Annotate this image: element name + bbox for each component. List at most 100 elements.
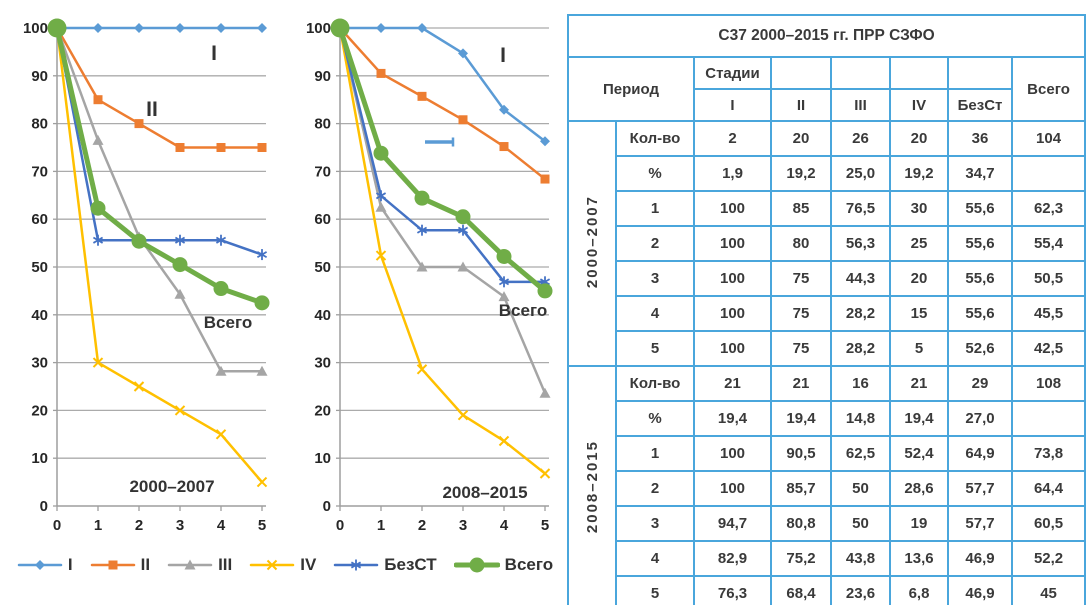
axes: 0 1 2 3 4 5 [336,24,549,534]
header-stage-II: II [770,88,832,122]
value-cell: 100 [693,330,772,367]
value-cell: 2 [693,120,772,157]
table-row: 4 100 75 28,2 15 55,6 45,5 [568,295,1087,332]
table-row: 4 82,9 75,2 43,8 13,6 46,9 52,2 [568,540,1087,577]
x-tick-label: 5 [258,517,266,534]
triangle-marker-icon [498,291,510,302]
triangle-marker-icon [184,559,196,570]
chart-annotation: 2008–2015 [442,483,527,502]
series-line-II [55,26,264,149]
x-marker-icon [375,250,387,261]
value-cell: 1,9 [693,155,772,192]
row-label-cell: 3 [615,260,695,297]
y-tick-label: 50 [314,259,331,276]
chart-annotation: II [146,98,158,121]
square-marker-icon [175,143,185,152]
value-cell: 80,8 [770,505,832,542]
header-empty-cell [770,56,832,90]
row-label-cell: 5 [615,330,695,367]
asterisk-marker-icon [256,249,268,261]
square-marker-icon [376,68,386,78]
legend-swatch [453,557,500,573]
triangle-marker-icon [215,365,227,376]
value-cell: 5 [889,330,949,367]
triangle-marker-icon [174,288,186,299]
series-line-I [338,26,547,143]
y-tick-label: 40 [31,307,48,324]
x-tick-label: 3 [459,517,467,534]
header-period: Период [567,56,695,122]
value-cell: 100 [693,190,772,227]
diamond-marker-icon [216,23,226,33]
table-row: % 1,9 19,2 25,0 19,2 34,7 [568,155,1087,192]
y-tick-label: 20 [31,402,48,419]
value-cell: 16 [830,365,891,402]
legend-label: II [140,555,151,574]
header-stage-III: III [830,88,891,122]
row-label-cell: 2 [615,470,695,507]
square-marker-icon [499,142,509,152]
series-line-БезСТ [55,26,264,256]
series-line-II [338,26,547,181]
gridlines: 0 10 20 30 40 50 60 70 80 90 100 [306,20,549,515]
value-cell: 20 [889,260,949,297]
value-cell: 28,2 [830,295,891,332]
series-line-III [55,26,264,373]
period-cell-2008–2015: 2008–2015 [567,365,617,605]
diamond-marker-icon [376,23,386,33]
value-cell: 73,8 [1010,435,1087,472]
circle-marker-icon [373,145,389,161]
value-cell: 68,4 [770,575,832,605]
table-row: 3 100 75 44,3 20 55,6 50,5 [568,260,1087,297]
value-cell: 55,6 [947,260,1013,297]
table-title: С37 2000–2015 гг. ПРР СЗФО [567,14,1087,58]
series-line-Всего [54,25,265,306]
y-tick-label: 100 [23,20,48,37]
table-title-row: С37 2000–2015 гг. ПРР СЗФО [567,14,1087,58]
y-tick-label: 0 [323,498,331,515]
y-tick-label: 60 [31,211,48,228]
circle-marker-icon [131,233,147,249]
value-cell: 27,0 [947,400,1013,437]
series-I [335,23,550,147]
value-cell: 21 [889,365,949,402]
value-cell: 82,9 [693,540,772,577]
row-label-cell: 3 [615,505,695,542]
charts-panel: 0 10 20 30 40 50 60 70 80 90 100 0 1 2 3 4 5 I II Всего 2000… [2,6,568,575]
value-cell: 55,4 [1010,225,1087,262]
legend-label: Всего [504,555,554,574]
table-row: 1 100 90,5 62,5 52,4 64,9 73,8 [568,435,1087,472]
value-cell: 100 [693,435,772,472]
series-line-IV [338,26,547,475]
y-tick-label: 20 [314,402,331,419]
value-cell: 45 [1010,575,1087,605]
triangle-marker-icon [457,261,469,272]
circle-marker-icon [537,283,553,299]
value-cell: 34,7 [947,155,1013,192]
legend-label: III [218,555,233,574]
value-cell: 30 [889,190,949,227]
legend-swatch [334,559,379,571]
legend-item-III: III [167,555,232,575]
circle-marker-icon [330,18,350,38]
y-tick-label: 50 [31,259,48,276]
row-label-cell: 2 [615,225,695,262]
x-marker-icon [133,381,145,392]
circle-marker-icon [414,190,430,206]
x-marker-icon [498,435,510,447]
table-row: 3 94,7 80,8 50 19 57,7 60,5 [568,505,1087,542]
value-cell: 85 [770,190,832,227]
legend-swatch [17,560,63,570]
x-marker-icon [215,429,227,440]
row-label-cell: Кол-во [615,365,695,402]
table-row: 2 100 80 56,3 25 55,6 55,4 [568,225,1087,262]
value-cell: 55,6 [947,190,1013,227]
header-stage-IV: IV [889,88,949,122]
value-cell: 44,3 [830,260,891,297]
legend-item-БезСТ: БезСТ [333,555,437,575]
value-cell: 45,5 [1010,295,1087,332]
value-cell: 13,6 [889,540,949,577]
header-empty-cell [889,56,949,90]
